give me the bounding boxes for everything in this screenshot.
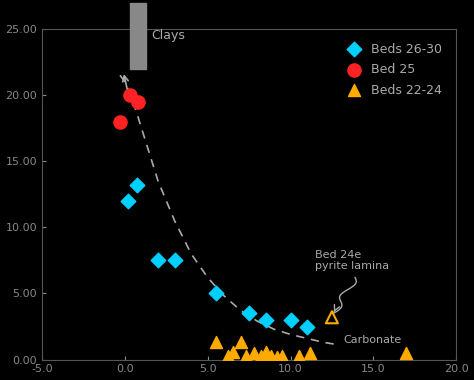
Beds 22-24 [229,348,237,355]
Point [328,314,336,320]
Beds 26-30 [287,317,294,323]
Beds 22-24 [262,348,269,355]
Text: Clays: Clays [151,29,185,42]
Beds 22-24 [212,339,220,345]
Beds 26-30 [303,323,311,329]
Beds 22-24 [250,350,258,356]
Beds 26-30 [154,257,162,263]
Beds 26-30 [133,182,140,188]
Beds 26-30 [262,317,269,323]
Beds 26-30 [125,198,132,204]
Bed 25 [126,92,134,98]
Beds 22-24 [402,350,410,356]
Beds 26-30 [212,290,220,296]
Beds 22-24 [257,353,264,359]
Legend: Beds 26-30, Bed 25, Beds 22-24: Beds 26-30, Bed 25, Beds 22-24 [334,35,450,104]
Beds 22-24 [224,353,231,359]
Bar [130,3,146,69]
Beds 22-24 [295,353,302,359]
Text: Carbonate: Carbonate [344,335,402,345]
Beds 22-24 [242,353,250,359]
Bed 25 [116,119,124,125]
Beds 26-30 [171,257,178,263]
Beds 22-24 [237,339,245,345]
Beds 22-24 [307,350,314,356]
Beds 22-24 [278,353,286,359]
Beds 26-30 [246,310,253,316]
Bed 25 [135,99,142,105]
Beds 22-24 [267,353,274,359]
Text: Bed 24e
pyrite lamina: Bed 24e pyrite lamina [315,250,390,271]
Beds 22-24 [273,354,281,360]
